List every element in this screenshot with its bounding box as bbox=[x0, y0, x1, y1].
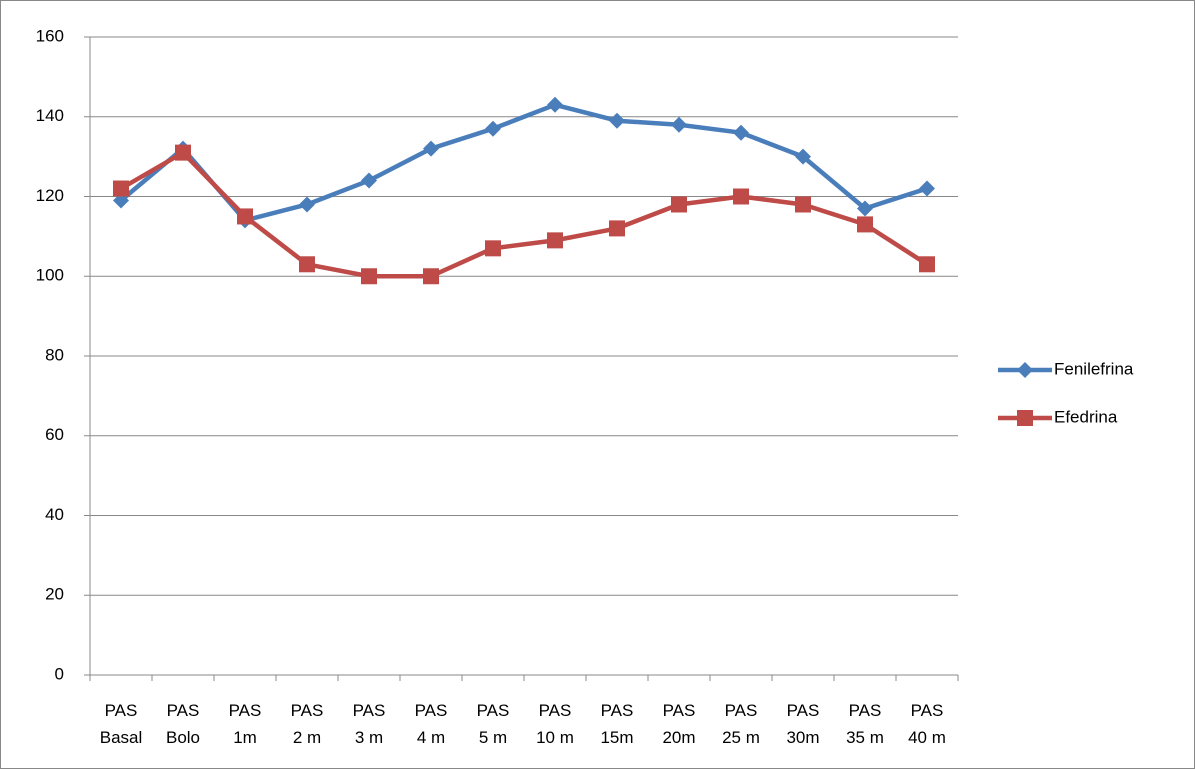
x-tick-label: PAS 30m bbox=[786, 701, 819, 747]
x-tick-label: PAS 10 m bbox=[536, 701, 574, 747]
y-tick-label: 160 bbox=[36, 26, 64, 45]
y-tick-label: 80 bbox=[45, 345, 64, 364]
data-point bbox=[485, 240, 501, 257]
data-point bbox=[299, 256, 315, 273]
data-point bbox=[113, 180, 129, 197]
data-point bbox=[547, 232, 563, 249]
legend-label: Fenilefrina bbox=[1054, 359, 1134, 378]
data-point bbox=[361, 268, 377, 285]
data-point bbox=[795, 196, 811, 213]
legend-marker bbox=[1017, 410, 1033, 426]
data-point bbox=[671, 196, 687, 213]
data-point bbox=[299, 196, 315, 213]
y-tick-label: 20 bbox=[45, 585, 64, 604]
data-point bbox=[237, 208, 253, 225]
x-tick-label: PAS 25 m bbox=[722, 701, 760, 747]
x-tick-label: PAS 4 m bbox=[415, 701, 448, 747]
x-tick-label: PAS 35 m bbox=[846, 701, 884, 747]
data-point bbox=[671, 116, 687, 133]
x-tick-label: PAS 3 m bbox=[353, 701, 386, 747]
y-tick-label: 0 bbox=[55, 664, 64, 683]
y-tick-label: 100 bbox=[36, 266, 64, 285]
series-line bbox=[119, 102, 928, 223]
data-point bbox=[423, 268, 439, 285]
data-point bbox=[485, 120, 501, 137]
data-point bbox=[175, 144, 191, 161]
x-tick-label: PAS 5 m bbox=[477, 701, 510, 747]
data-point bbox=[795, 148, 811, 165]
data-point bbox=[733, 188, 749, 205]
data-point bbox=[361, 172, 377, 189]
data-point bbox=[857, 200, 873, 217]
legend-label: Efedrina bbox=[1054, 407, 1118, 426]
x-tick-label: PAS 2 m bbox=[291, 701, 324, 747]
data-point bbox=[857, 216, 873, 233]
x-tick-label: PAS 15m bbox=[600, 701, 633, 747]
series-line bbox=[119, 150, 929, 279]
x-tick-label: PAS 40 m bbox=[908, 701, 946, 747]
data-point bbox=[609, 220, 625, 237]
y-tick-label: 140 bbox=[36, 106, 64, 125]
x-tick-label: PAS 20m bbox=[662, 701, 695, 747]
y-tick-label: 60 bbox=[45, 425, 64, 444]
x-tick-label: PAS 1m bbox=[229, 701, 262, 747]
data-point bbox=[547, 96, 563, 113]
legend-marker bbox=[1017, 362, 1033, 378]
data-point bbox=[733, 124, 749, 141]
data-point bbox=[919, 180, 935, 197]
data-point bbox=[423, 140, 439, 157]
x-tick-label: PAS Basal bbox=[100, 701, 143, 747]
x-tick-label: PAS Bolo bbox=[166, 701, 200, 747]
data-point bbox=[609, 112, 625, 129]
y-tick-label: 120 bbox=[36, 186, 64, 205]
y-tick-label: 40 bbox=[45, 505, 64, 524]
data-point bbox=[919, 256, 935, 273]
